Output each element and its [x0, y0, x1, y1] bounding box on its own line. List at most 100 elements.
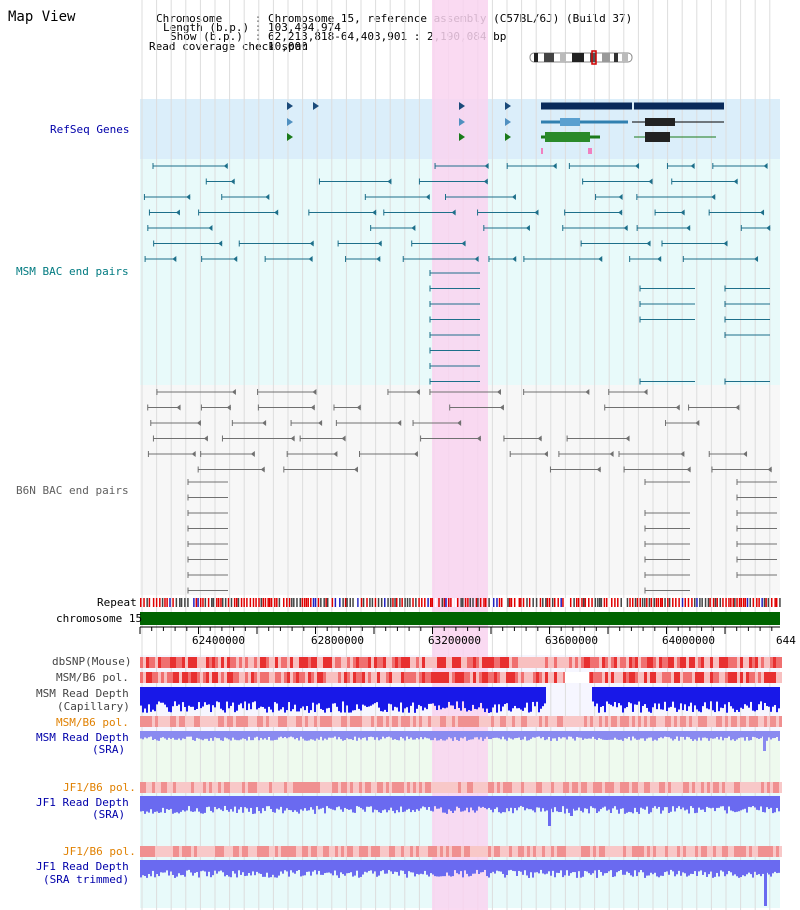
- polymorphism-cell: [509, 716, 512, 727]
- highlight-region: [432, 0, 488, 910]
- repeat-element: [631, 598, 634, 607]
- depth-bar: [304, 860, 306, 876]
- polymorphism-cell: [479, 657, 482, 668]
- polymorphism-cell: [521, 782, 524, 793]
- repeat-element: [749, 598, 751, 607]
- polymorphism-cell: [434, 672, 437, 683]
- repeat-element: [668, 598, 671, 607]
- depth-bar: [460, 731, 462, 738]
- bac-end-arrow: [265, 194, 270, 200]
- polymorphism-cell: [587, 782, 590, 793]
- polymorphism-cell: [650, 672, 653, 683]
- depth-bar: [230, 687, 232, 706]
- polymorphism-cell: [689, 846, 692, 857]
- bac-end-arrow: [525, 225, 530, 231]
- depth-bar: [304, 687, 306, 711]
- depth-bar: [592, 796, 594, 808]
- depth-bar: [352, 796, 354, 813]
- polymorphism-cell: [674, 672, 677, 683]
- depth-bar: [346, 687, 348, 706]
- depth-bar: [206, 687, 208, 705]
- polymorphism-cell: [380, 716, 383, 727]
- depth-bar: [366, 687, 368, 707]
- polymorphism-cell: [197, 716, 200, 727]
- repeat-element: [469, 598, 471, 607]
- gene-marker: [541, 148, 543, 154]
- polymorphism-cell: [488, 782, 491, 793]
- depth-bar: [470, 796, 472, 808]
- bac-end-arrow: [223, 163, 228, 169]
- repeat-element: [520, 598, 522, 607]
- polymorphism-cell: [392, 716, 395, 727]
- polymorphism-cell: [389, 782, 392, 793]
- polymorphism-cell: [731, 716, 734, 727]
- polymorphism-cell: [584, 657, 587, 668]
- depth-bar: [306, 796, 308, 811]
- axis-tick-label: 63600000: [545, 634, 598, 647]
- depth-bar: [182, 731, 184, 739]
- dbsnp-label: dbSNP(Mouse): [52, 655, 132, 668]
- polymorphism-cell: [620, 716, 623, 727]
- repeat-element: [346, 598, 348, 607]
- depth-bar: [304, 796, 306, 809]
- depth-bar: [420, 796, 422, 809]
- depth-bar: [418, 731, 420, 740]
- polymorphism-cell: [674, 846, 677, 857]
- repeat-element: [484, 598, 487, 607]
- depth-bar: [188, 687, 190, 706]
- polymorphism-cell: [563, 782, 566, 793]
- polymorphism-cell: [545, 657, 548, 668]
- depth-bar: [646, 860, 648, 876]
- polymorphism-cell: [470, 846, 473, 857]
- polymorphism-cell: [476, 657, 479, 668]
- polymorphism-cell: [686, 716, 689, 727]
- polymorphism-cell: [647, 657, 650, 668]
- bac-end-arrow: [585, 389, 590, 395]
- repeat-element: [672, 598, 674, 607]
- depth-bar: [252, 687, 254, 703]
- depth-bar: [710, 860, 712, 872]
- depth-bar: [182, 796, 184, 811]
- depth-bar: [250, 860, 252, 876]
- depth-bar: [172, 860, 174, 875]
- depth-bar: [550, 731, 552, 741]
- depth-bar: [662, 796, 664, 811]
- depth-bar: [738, 731, 740, 739]
- depth-bar: [774, 687, 776, 706]
- depth-bar: [456, 731, 458, 741]
- axis-tick-label: 63200000: [428, 634, 481, 647]
- depth-bar: [470, 731, 472, 740]
- depth-bar: [658, 860, 660, 878]
- polymorphism-cell: [596, 846, 599, 857]
- polymorphism-cell: [554, 657, 557, 668]
- polymorphism-cell: [737, 846, 740, 857]
- polymorphism-cell: [329, 657, 332, 668]
- depth-bar: [484, 687, 486, 713]
- depth-bar: [346, 796, 348, 810]
- repeat-element: [199, 598, 202, 607]
- depth-bar: [450, 687, 452, 706]
- depth-bar: [210, 860, 212, 878]
- polymorphism-cell: [188, 657, 191, 668]
- polymorphism-cell: [158, 657, 161, 668]
- polymorphism-cell: [188, 716, 191, 727]
- depth-bar: [512, 860, 514, 871]
- depth-bar: [324, 860, 326, 874]
- polymorphism-cell: [764, 716, 767, 727]
- polymorphism-cell: [404, 672, 407, 683]
- polymorphism-cell: [656, 672, 659, 683]
- depth-bar: [246, 687, 248, 711]
- depth-bar: [734, 860, 736, 875]
- gene-model: [634, 136, 716, 138]
- polymorphism-cell: [713, 716, 716, 727]
- polymorphism-cell: [233, 846, 236, 857]
- polymorphism-cell: [350, 672, 353, 683]
- depth-bar: [518, 687, 520, 709]
- depth-bar: [268, 731, 270, 738]
- polymorphism-cell: [620, 846, 623, 857]
- depth-bar: [194, 796, 196, 812]
- polymorphism-cell: [554, 782, 557, 793]
- depth-bar: [304, 731, 306, 741]
- depth-bar: [504, 731, 506, 740]
